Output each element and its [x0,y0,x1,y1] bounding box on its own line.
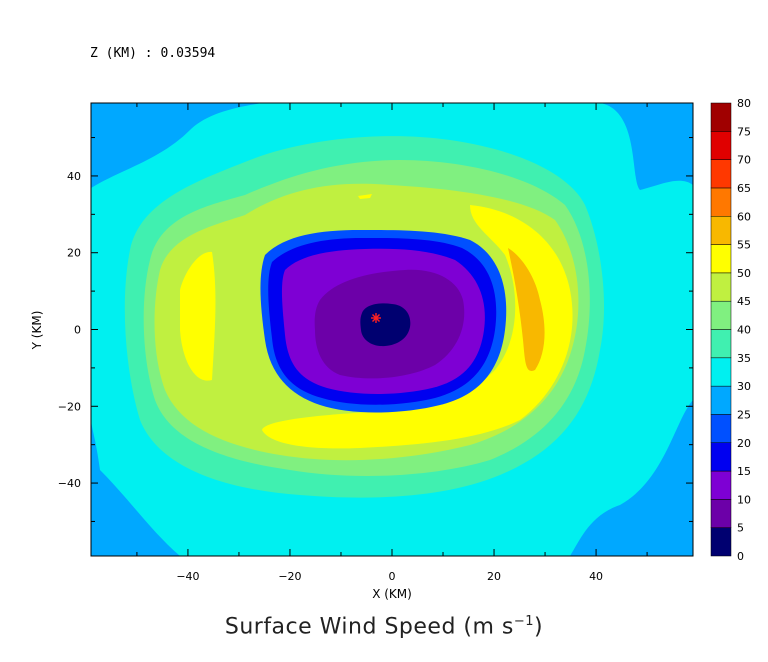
colorbar-swatch [710,187,732,217]
colorbar-swatch [710,244,732,274]
band-55-60-west [184,298,199,347]
y-tick-label: 0 [74,324,81,337]
colorbar-label: 35 [737,352,751,365]
y-axis-title: Y (KM) [30,311,44,351]
colorbar-label: 75 [737,125,751,138]
axes: −40 −20 0 20 40 −40 −20 0 20 40 [58,103,693,583]
x-tick-label: −20 [278,570,301,583]
colorbar-label: 0 [737,550,744,563]
colorbar-swatch [710,357,732,387]
x-tick-label: 0 [389,570,396,583]
x-axis-title: X (KM) [372,587,412,601]
colorbar: 0 5 10 15 20 25 30 35 40 45 50 55 60 65 70 75 80 [710,97,751,563]
band-55-60 [508,248,545,371]
colorbar-swatch [710,385,732,415]
colorbar-label: 70 [737,154,751,167]
y-tick-label: 20 [67,247,81,260]
colorbar-label: 30 [737,380,751,393]
colorbar-swatch [710,300,732,330]
level-label: Z (KM) : 0.03594 [90,46,216,61]
colorbar-label: 45 [737,295,751,308]
y-tick-label: −20 [58,400,81,413]
colorbar-swatch [710,216,732,245]
chart-title: Surface Wind Speed (m s−1) [0,614,768,639]
colorbar-label: 25 [737,408,751,421]
band-50-55-east [262,205,573,449]
colorbar-swatch [710,442,732,472]
colorbar-swatch [710,159,732,189]
band-50-55-north [358,194,372,199]
x-tick-label: 20 [487,570,501,583]
colorbar-swatch [710,131,732,160]
colorbar-swatch [710,414,732,443]
colorbar-swatch [710,102,732,132]
colorbar-swatch [710,527,732,557]
title-close: ) [534,614,544,640]
band-0-5 [360,303,411,347]
colorbar-label: 65 [737,182,751,195]
title-exponent: −1 [513,614,535,629]
colorbar-label: 10 [737,493,751,506]
colorbar-label: 80 [737,97,751,110]
colorbar-swatch [710,329,732,359]
y-tick-label: −40 [58,477,81,490]
title-main: Surface Wind Speed (m s [224,614,514,640]
colorbar-swatch [710,272,732,302]
x-tick-label: −40 [176,570,199,583]
x-tick-label: 40 [589,570,603,583]
storm-center-marker [371,313,381,323]
colorbar-label: 50 [737,267,751,280]
y-tick-label: 40 [67,170,81,183]
colorbar-label: 20 [737,437,751,450]
wind-speed-field [91,103,693,556]
colorbar-label: 5 [737,522,744,535]
band-50-55-west [180,251,216,381]
colorbar-label: 60 [737,210,751,223]
colorbar-label: 55 [737,239,751,252]
colorbar-swatch [710,470,732,500]
colorbar-swatch [710,499,732,528]
colorbar-label: 40 [737,324,751,337]
colorbar-label: 15 [737,465,751,478]
